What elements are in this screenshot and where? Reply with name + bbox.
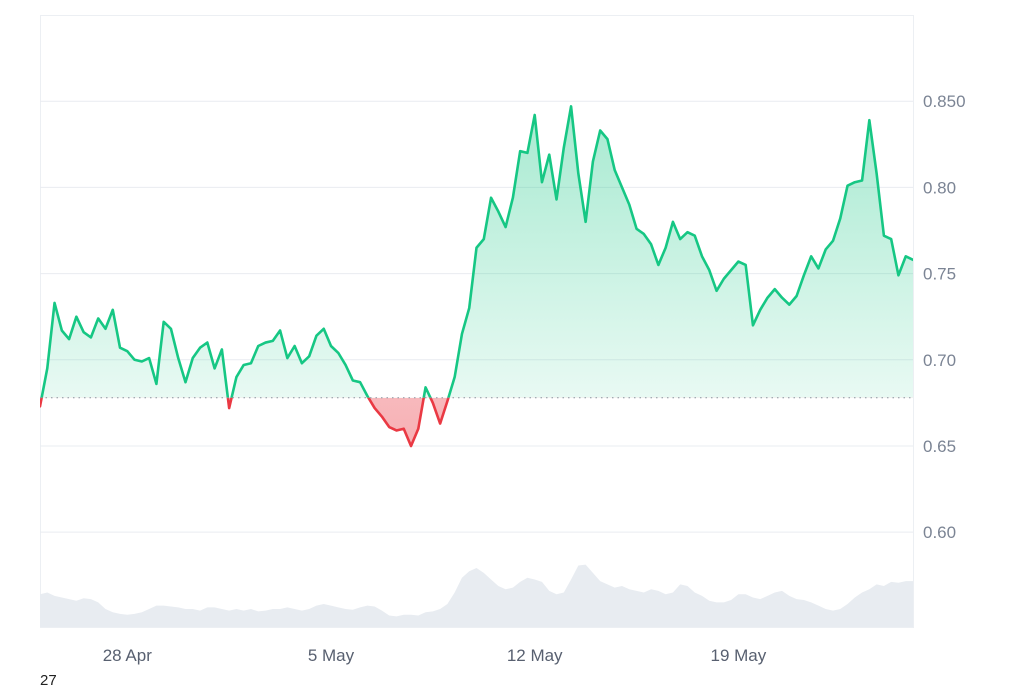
plot-frame bbox=[40, 15, 914, 628]
price-line bbox=[40, 105, 913, 448]
price-area bbox=[40, 106, 913, 446]
y-tick-label: 0.65 bbox=[923, 437, 956, 456]
line-above-baseline bbox=[40, 105, 913, 398]
x-tick-label: 19 May bbox=[711, 646, 767, 665]
x-axis: 28 Apr 5 May 12 May 19 May bbox=[103, 646, 767, 665]
area-above-baseline bbox=[41, 106, 913, 398]
volume-area-path bbox=[40, 564, 913, 627]
y-tick-label: 0.60 bbox=[923, 523, 956, 542]
y-axis: 0.60 0.65 0.70 0.75 0.80 0.850 bbox=[923, 92, 966, 542]
x-tick-label: 12 May bbox=[507, 646, 563, 665]
x-tick-label: 5 May bbox=[308, 646, 355, 665]
cropped-label: 27 bbox=[40, 672, 57, 689]
y-tick-label: 0.70 bbox=[923, 351, 956, 370]
volume-area bbox=[40, 564, 913, 627]
y-tick-label: 0.75 bbox=[923, 265, 956, 284]
y-tick-label: 0.850 bbox=[923, 92, 966, 111]
x-tick-label: 28 Apr bbox=[103, 646, 152, 665]
y-tick-label: 0.80 bbox=[923, 178, 956, 197]
